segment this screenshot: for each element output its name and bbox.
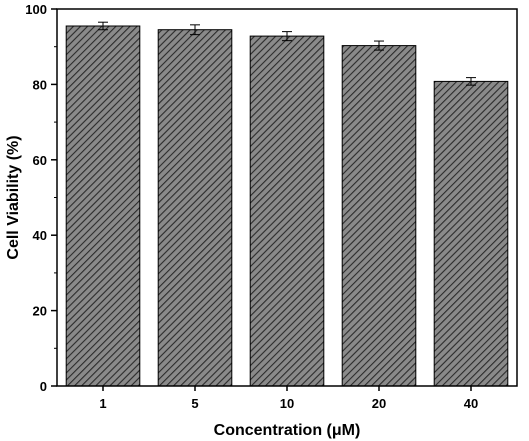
error-bar-10: [282, 31, 292, 42]
y-tick-label: 60: [33, 153, 47, 168]
x-axis: 1 5 10 20 40: [99, 386, 478, 411]
y-tick-label: 40: [33, 228, 47, 243]
x-tick-label: 40: [464, 396, 478, 411]
bar-1: [65, 25, 141, 387]
y-tick-label: 80: [33, 77, 47, 92]
bar-40: [433, 80, 509, 387]
bar-20: [341, 45, 417, 387]
x-axis-title: Concentration (μM): [214, 422, 361, 439]
bars-group: [65, 25, 509, 387]
x-tick-label: 10: [280, 396, 294, 411]
y-axis: 0 20 40 60 80 100: [25, 2, 57, 394]
error-bar-40: [466, 77, 476, 86]
error-bar-20: [374, 40, 384, 51]
bar-10: [249, 35, 325, 387]
error-bars-group: [98, 21, 476, 86]
y-tick-label: 0: [40, 379, 47, 394]
bar-5: [157, 29, 233, 387]
x-tick-label: 5: [191, 396, 198, 411]
error-bar-1: [98, 21, 108, 31]
y-tick-label: 100: [25, 2, 47, 17]
y-axis-title: Cell Viability (%): [5, 135, 22, 259]
y-tick-label: 20: [33, 304, 47, 319]
error-bar-5: [190, 24, 200, 36]
x-tick-label: 20: [372, 396, 386, 411]
x-tick-label: 1: [99, 396, 106, 411]
